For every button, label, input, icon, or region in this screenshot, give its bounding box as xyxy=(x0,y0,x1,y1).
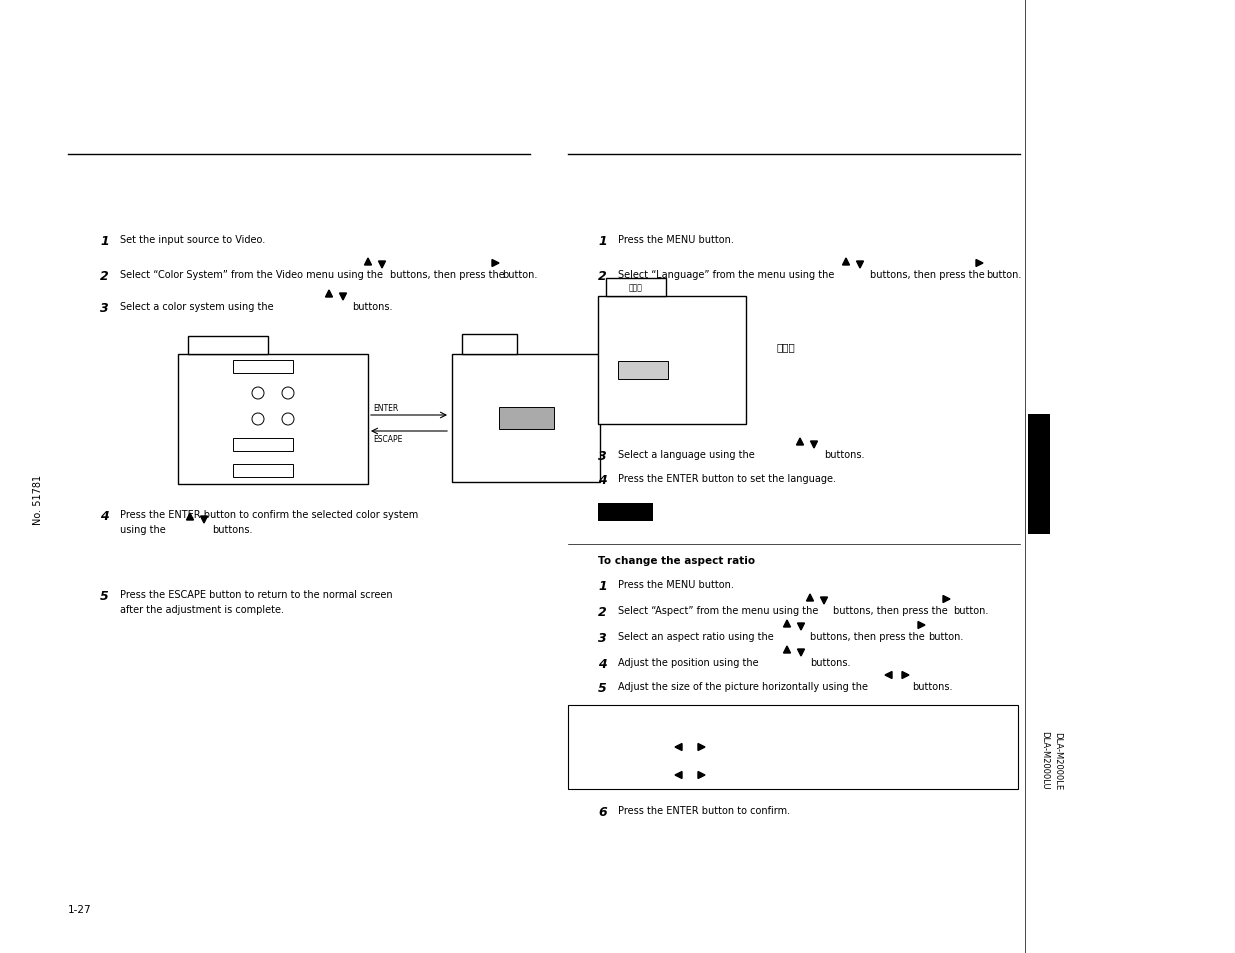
Polygon shape xyxy=(676,743,682,751)
Text: button.: button. xyxy=(927,631,963,641)
Text: 5: 5 xyxy=(100,589,109,602)
Circle shape xyxy=(252,388,264,399)
Polygon shape xyxy=(842,258,850,266)
Text: 2: 2 xyxy=(598,270,606,283)
Bar xyxy=(462,335,517,355)
Bar xyxy=(233,464,293,477)
Text: buttons, then press the: buttons, then press the xyxy=(869,270,984,280)
Text: using the: using the xyxy=(120,524,165,535)
Text: 1: 1 xyxy=(100,234,109,248)
Bar xyxy=(598,503,653,521)
Bar xyxy=(233,360,293,374)
Text: 4: 4 xyxy=(100,510,109,522)
Bar xyxy=(606,278,666,296)
Polygon shape xyxy=(698,743,705,751)
Text: 2: 2 xyxy=(100,270,109,283)
Text: buttons.: buttons. xyxy=(352,302,393,312)
Text: ENTER: ENTER xyxy=(373,403,398,413)
Polygon shape xyxy=(326,291,332,297)
Bar xyxy=(568,705,1018,789)
Text: Press the MENU button.: Press the MENU button. xyxy=(618,579,734,589)
Polygon shape xyxy=(885,672,892,679)
Text: 1: 1 xyxy=(598,579,606,593)
Bar xyxy=(188,336,268,355)
Bar xyxy=(1028,415,1050,535)
Text: Select a language using the: Select a language using the xyxy=(618,450,755,459)
Text: 5: 5 xyxy=(598,681,606,695)
Polygon shape xyxy=(783,620,790,627)
Polygon shape xyxy=(820,598,827,604)
Text: 1-27: 1-27 xyxy=(68,904,91,914)
Polygon shape xyxy=(918,622,925,629)
Text: 日本語: 日本語 xyxy=(629,283,643,293)
Text: 2: 2 xyxy=(598,605,606,618)
Text: 3: 3 xyxy=(100,302,109,314)
Text: To change the aspect ratio: To change the aspect ratio xyxy=(598,556,755,565)
Bar xyxy=(178,355,368,484)
Text: 3: 3 xyxy=(598,450,606,462)
Polygon shape xyxy=(340,294,347,301)
Polygon shape xyxy=(783,646,790,654)
Polygon shape xyxy=(798,623,804,630)
Text: Press the ENTER button to confirm the selected color system: Press the ENTER button to confirm the se… xyxy=(120,510,419,519)
Text: button.: button. xyxy=(986,270,1021,280)
Bar xyxy=(499,408,553,430)
Text: 1: 1 xyxy=(598,234,606,248)
Text: No. 51781: No. 51781 xyxy=(33,475,43,524)
Polygon shape xyxy=(902,672,909,679)
Circle shape xyxy=(282,414,294,426)
Text: buttons, then press the: buttons, then press the xyxy=(810,631,925,641)
Bar xyxy=(618,361,668,379)
Polygon shape xyxy=(798,649,804,657)
Text: buttons.: buttons. xyxy=(212,524,252,535)
Polygon shape xyxy=(810,441,818,449)
Polygon shape xyxy=(976,260,983,267)
Text: Select “Language” from the menu using the: Select “Language” from the menu using th… xyxy=(618,270,835,280)
Polygon shape xyxy=(944,596,950,603)
Text: Select a color system using the: Select a color system using the xyxy=(120,302,274,312)
Polygon shape xyxy=(364,258,372,266)
Bar xyxy=(598,296,746,424)
Text: buttons.: buttons. xyxy=(810,658,851,667)
Text: DLA-M2000LE: DLA-M2000LE xyxy=(1053,731,1062,789)
Polygon shape xyxy=(806,595,814,601)
Polygon shape xyxy=(492,260,499,267)
Text: after the adjustment is complete.: after the adjustment is complete. xyxy=(120,604,284,615)
Text: DLA-M2000LU: DLA-M2000LU xyxy=(1041,731,1050,789)
Text: 日本語: 日本語 xyxy=(776,341,795,352)
Text: buttons.: buttons. xyxy=(911,681,952,691)
Text: Press the MENU button.: Press the MENU button. xyxy=(618,234,734,245)
Text: 6: 6 xyxy=(598,805,606,818)
Polygon shape xyxy=(676,772,682,779)
Circle shape xyxy=(282,388,294,399)
Text: buttons.: buttons. xyxy=(824,450,864,459)
Text: Select an aspect ratio using the: Select an aspect ratio using the xyxy=(618,631,774,641)
Text: button.: button. xyxy=(501,270,537,280)
Text: button.: button. xyxy=(953,605,988,616)
Polygon shape xyxy=(797,438,804,446)
Text: Adjust the size of the picture horizontally using the: Adjust the size of the picture horizonta… xyxy=(618,681,868,691)
Text: Select “Aspect” from the menu using the: Select “Aspect” from the menu using the xyxy=(618,605,819,616)
Text: 4: 4 xyxy=(598,474,606,486)
Polygon shape xyxy=(857,262,863,269)
Text: Press the ENTER button to set the language.: Press the ENTER button to set the langua… xyxy=(618,474,836,483)
Text: Press the ENTER button to confirm.: Press the ENTER button to confirm. xyxy=(618,805,790,815)
Text: ESCAPE: ESCAPE xyxy=(373,435,403,443)
Text: buttons, then press the: buttons, then press the xyxy=(390,270,505,280)
Text: Press the ESCAPE button to return to the normal screen: Press the ESCAPE button to return to the… xyxy=(120,589,393,599)
Polygon shape xyxy=(378,262,385,269)
Bar xyxy=(452,355,600,482)
Text: 4: 4 xyxy=(598,658,606,670)
Text: Select “Color System” from the Video menu using the: Select “Color System” from the Video men… xyxy=(120,270,383,280)
Text: 3: 3 xyxy=(598,631,606,644)
Polygon shape xyxy=(200,517,207,523)
Polygon shape xyxy=(698,772,705,779)
Text: buttons, then press the: buttons, then press the xyxy=(832,605,947,616)
Bar xyxy=(233,438,293,452)
Polygon shape xyxy=(186,514,194,520)
Circle shape xyxy=(252,414,264,426)
Text: Adjust the position using the: Adjust the position using the xyxy=(618,658,758,667)
Text: Set the input source to Video.: Set the input source to Video. xyxy=(120,234,266,245)
